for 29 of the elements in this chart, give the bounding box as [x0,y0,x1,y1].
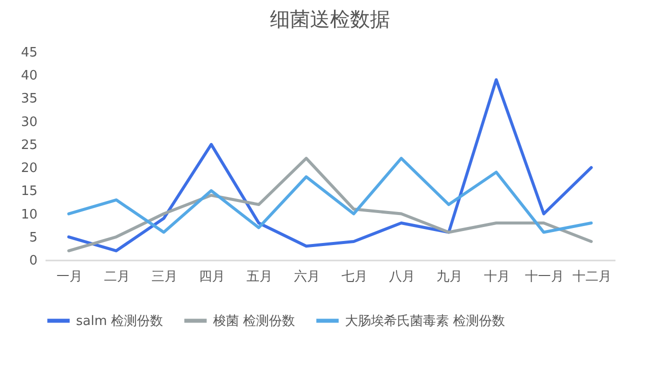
y-tick-label: 25 [20,138,38,153]
line-series [67,156,593,234]
y-tick-label: 15 [20,184,38,200]
x-tick-label: 六月 [294,270,320,284]
x-tick-label: 十二月 [572,270,612,284]
y-tick-label: 10 [20,207,38,222]
chart-title: 细菌送检数据 [270,7,390,31]
x-tick-label: 八月 [388,270,415,284]
y-tick-label: 40 [20,68,38,84]
y-tick-label: 5 [29,230,38,246]
y-tick-label: 35 [20,92,38,107]
x-tick-label: 四月 [198,270,225,284]
x-tick-label: 七月 [341,270,368,284]
legend-label: 梭菌 检测份数 [213,314,296,329]
x-tick-label: 十一月 [524,270,564,284]
x-tick-label: 九月 [436,270,462,284]
y-tick-label: 20 [20,161,38,176]
line-series [67,78,593,252]
y-tick-label: 30 [20,114,38,130]
line-series [67,156,593,252]
legend-label: 大肠埃希氏菌毒素 检测份数 [345,314,506,329]
y-tick-label: 45 [20,46,38,60]
x-tick-label: 一月 [56,270,82,284]
x-tick-label: 二月 [104,270,130,284]
legend-label: salm 检测份数 [76,314,164,329]
y-tick-label: 0 [29,254,38,268]
x-tick-label: 三月 [151,270,178,284]
x-tick-label: 十月 [484,270,510,284]
x-tick-label: 五月 [246,270,272,284]
